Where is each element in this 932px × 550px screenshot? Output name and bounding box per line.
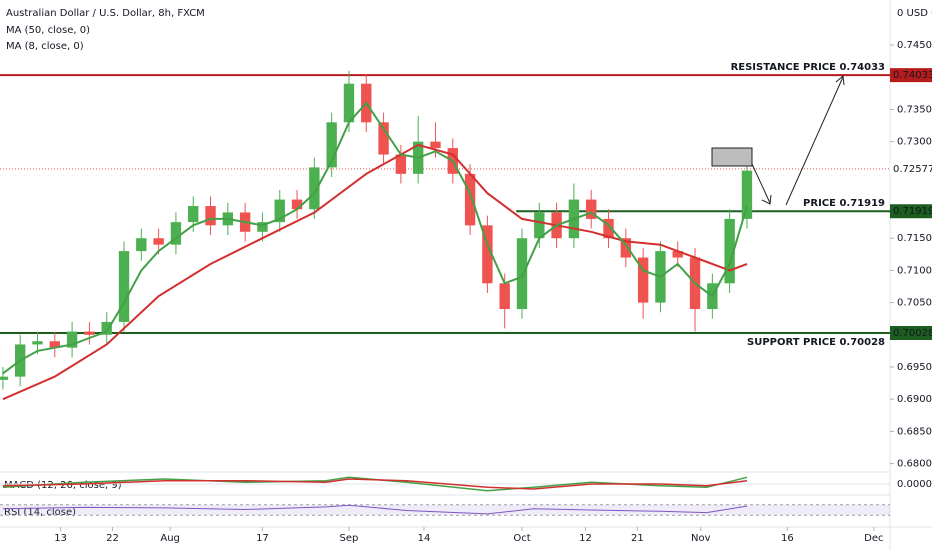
candle-body xyxy=(309,167,320,210)
candle-body xyxy=(343,83,355,123)
candle-body xyxy=(153,238,164,245)
candle-body xyxy=(136,238,147,252)
candle-body xyxy=(49,341,60,348)
candle-body xyxy=(482,225,493,284)
price-tag xyxy=(890,68,932,83)
arrow xyxy=(751,163,771,204)
x-tick-label: Sep xyxy=(340,533,359,544)
candle-body xyxy=(0,376,9,380)
candle-body xyxy=(672,251,683,258)
price-tag-label: 0.71919 xyxy=(893,206,932,217)
candle-body xyxy=(188,206,199,223)
arrow xyxy=(785,76,844,206)
x-tick-label: 14 xyxy=(418,533,431,544)
level-label: SUPPORT PRICE 0.70028 xyxy=(747,337,885,348)
highlight-box xyxy=(711,147,753,167)
candle-body xyxy=(274,199,285,223)
x-tick-label: 21 xyxy=(631,533,644,544)
currency-label: 0 USD 0 xyxy=(897,8,932,19)
plot xyxy=(0,70,890,401)
ma-line xyxy=(2,143,748,401)
candle-body xyxy=(534,212,545,239)
x-tick-label: 16 xyxy=(781,533,794,544)
indicator-label: MA (8, close, 0) xyxy=(6,41,84,52)
price-tag-label: 0.72577 xyxy=(893,164,932,175)
candle-body xyxy=(516,238,528,310)
candle-body xyxy=(724,218,735,284)
macd-line xyxy=(2,476,748,492)
candle-body xyxy=(170,222,182,245)
macd-line xyxy=(2,478,748,490)
candle-body xyxy=(84,331,95,335)
x-tick-label: Aug xyxy=(160,533,180,544)
candle-body xyxy=(326,122,337,168)
candle-body xyxy=(637,257,649,303)
candle-body xyxy=(586,199,597,219)
candle-body xyxy=(378,122,389,155)
price-tag-label: 0.74033 xyxy=(893,70,932,81)
candle-body xyxy=(118,251,130,322)
x-tick-label: 22 xyxy=(106,533,119,544)
candle-body xyxy=(395,154,407,174)
indicator-label: MACD (12, 26, close, 9) xyxy=(4,480,122,491)
candle-body xyxy=(257,222,268,232)
candle-body xyxy=(741,170,753,219)
candle-body xyxy=(205,206,216,226)
candle-body xyxy=(603,218,614,239)
candle-body xyxy=(464,173,476,226)
y-tick-label: 0.68000 xyxy=(897,459,932,470)
chart-title: Australian Dollar / U.S. Dollar, 8h, FXC… xyxy=(6,8,205,19)
price-tag xyxy=(890,161,932,176)
candle-body xyxy=(430,141,441,149)
candle-body xyxy=(499,283,510,310)
x-tick-label: 13 xyxy=(54,533,67,544)
rsi-band xyxy=(0,504,890,516)
candle-body xyxy=(291,199,303,210)
arrow-head xyxy=(761,194,772,205)
x-tick-label: 12 xyxy=(579,533,592,544)
arrow-head xyxy=(835,75,845,86)
price-tag xyxy=(890,204,932,219)
candle-body xyxy=(32,341,43,345)
x-tick-label: Oct xyxy=(513,533,530,544)
price-tag-label: 0.70028 xyxy=(893,328,932,339)
rsi-line xyxy=(2,504,748,515)
level-label: PRICE 0.71919 xyxy=(803,198,885,209)
x-tick-label: Nov xyxy=(691,533,711,544)
x-tick-label: 17 xyxy=(256,533,269,544)
level-label: RESISTANCE PRICE 0.74033 xyxy=(731,62,885,73)
candle-body xyxy=(101,321,112,335)
x-tick-label: Dec xyxy=(864,533,883,544)
ma-line xyxy=(2,101,748,375)
candle-body xyxy=(66,331,78,348)
candle-body xyxy=(620,238,632,258)
indicator-label: MA (50, close, 0) xyxy=(6,25,90,36)
indicator-label: RSI (14, close) xyxy=(4,507,76,518)
price-tag xyxy=(890,325,932,340)
